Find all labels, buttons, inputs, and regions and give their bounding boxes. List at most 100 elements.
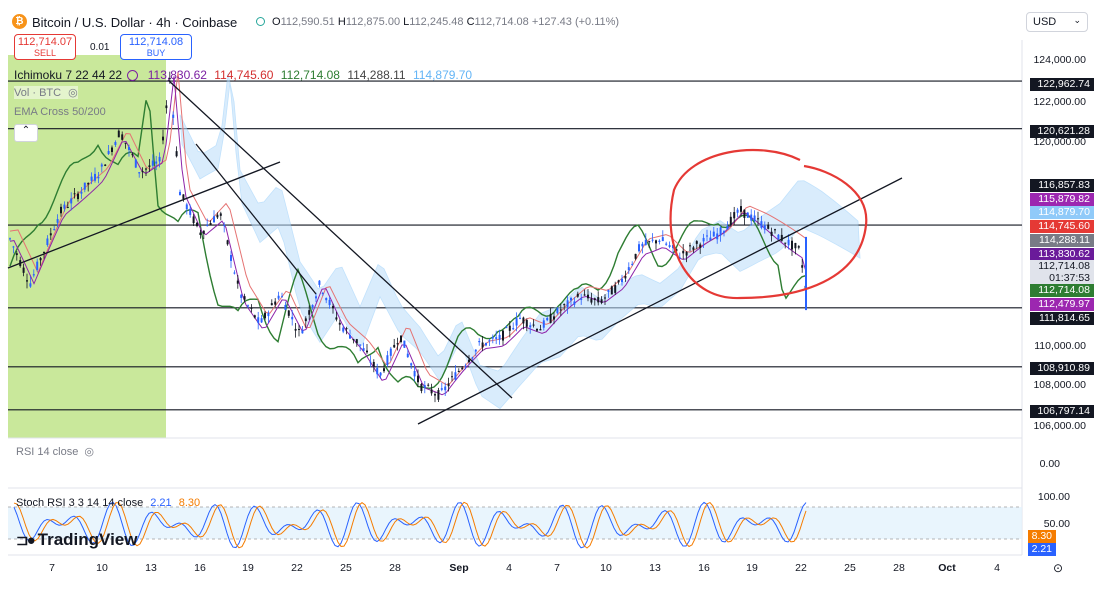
- candle-body: [427, 384, 430, 386]
- candle-body: [607, 289, 610, 292]
- time-axis-tick: 28: [389, 562, 401, 574]
- candle-body: [539, 329, 542, 331]
- candle-body: [362, 348, 365, 351]
- candle-body: [277, 295, 280, 299]
- candle-body: [767, 224, 770, 229]
- candle-body: [791, 240, 793, 250]
- candle-body: [576, 293, 579, 297]
- price-label-box: 112,479.97: [1030, 298, 1094, 311]
- candle-body: [270, 303, 273, 306]
- volume-legend[interactable]: Vol · BTC ◎: [14, 86, 78, 99]
- candle-body: [359, 344, 362, 346]
- candle-body: [155, 161, 158, 164]
- candle-body: [114, 141, 117, 145]
- candle-body: [87, 182, 90, 185]
- candle-body: [740, 206, 742, 212]
- candle-body: [529, 325, 532, 328]
- candle-body: [451, 376, 453, 378]
- candle-body: [430, 389, 433, 394]
- candle-body: [117, 130, 120, 138]
- candle-body: [508, 325, 511, 331]
- candle-body: [634, 253, 637, 259]
- candle-body: [464, 365, 467, 367]
- candle-body: [777, 234, 780, 240]
- ema-cross-legend[interactable]: EMA Cross 50/200: [14, 106, 106, 118]
- collapse-legend-button[interactable]: ⌃: [14, 124, 38, 142]
- candle-body: [780, 234, 783, 241]
- symbol-title[interactable]: Bitcoin / U.S. Dollar · 4h · Coinbase: [32, 15, 238, 30]
- candle-body: [559, 309, 562, 311]
- candle-body: [199, 232, 202, 235]
- candle-body: [746, 212, 749, 218]
- price-axis-tick: 120,000.00: [1033, 136, 1086, 148]
- candle-body: [743, 209, 746, 218]
- candle-body: [478, 341, 481, 343]
- candle-body: [403, 340, 406, 348]
- rsi-legend[interactable]: RSI 14 close ◎: [16, 446, 94, 458]
- candle-body: [760, 221, 763, 228]
- candle-body: [172, 114, 175, 118]
- buy-button[interactable]: 112,714.08 BUY: [120, 34, 192, 60]
- currency-select[interactable]: USD ⌄: [1026, 12, 1088, 32]
- candle-body: [158, 156, 161, 162]
- stoch-rsi-legend[interactable]: Stoch RSI 3 3 14 14 close 2.21 8.30: [16, 497, 201, 509]
- candle-body: [573, 301, 576, 305]
- candle-body: [406, 353, 409, 358]
- candle-body: [247, 305, 249, 307]
- candle-body: [29, 283, 32, 287]
- candle-body: [621, 278, 623, 283]
- time-axis-tick: 25: [844, 562, 856, 574]
- candle-body: [376, 367, 379, 375]
- candle-body: [423, 385, 426, 388]
- price-label-box: 115,879.82: [1030, 193, 1094, 206]
- eye-hidden-icon[interactable]: ◎: [84, 446, 94, 458]
- candle-body: [570, 297, 572, 301]
- eye-hidden-icon[interactable]: ◎: [68, 87, 78, 99]
- time-axis-tick: Sep: [449, 562, 469, 574]
- candle-body: [151, 160, 154, 166]
- candle-body: [287, 310, 290, 316]
- time-axis-tick: 4: [506, 562, 512, 574]
- candle-body: [583, 294, 586, 296]
- candle-body: [515, 318, 518, 326]
- candle-body: [223, 225, 226, 227]
- sell-button[interactable]: 112,714.07 SELL: [14, 34, 76, 60]
- time-axis-tick: 22: [795, 562, 807, 574]
- candle-body: [597, 297, 600, 303]
- time-axis-tick: 28: [893, 562, 905, 574]
- trendline: [7, 161, 281, 269]
- candle-body: [311, 305, 314, 308]
- candle-body: [213, 216, 215, 223]
- ichimoku-legend[interactable]: Ichimoku 7 22 44 22 113,830.62 114,745.6…: [14, 68, 473, 82]
- price-label-box: 112,714.08: [1030, 260, 1094, 273]
- candle-body: [141, 171, 144, 173]
- candle-body: [617, 280, 620, 283]
- candle-body: [661, 237, 664, 242]
- chevron-down-icon: ⌄: [1073, 15, 1081, 25]
- candle-body: [383, 368, 385, 372]
- stoch-d-line: [13, 501, 807, 549]
- candle-body: [593, 298, 596, 301]
- time-axis-tick: Oct: [938, 562, 956, 574]
- settings-icon[interactable]: [127, 70, 139, 81]
- candle-body: [56, 219, 59, 223]
- candle-body: [332, 306, 334, 309]
- candle-body: [447, 383, 450, 387]
- candle-body: [549, 313, 552, 323]
- candle-body: [219, 213, 222, 216]
- candle-body: [9, 238, 11, 240]
- candle-body: [797, 246, 800, 248]
- time-axis-tick: 4: [994, 562, 1000, 574]
- candle-body: [709, 237, 712, 241]
- time-axis-settings-icon[interactable]: ⊙: [1053, 561, 1064, 575]
- candle-body: [26, 280, 28, 282]
- candle-body: [185, 204, 188, 210]
- candle-body: [46, 238, 49, 246]
- rsi-value: 0.00: [1039, 458, 1060, 470]
- price-axis-tick: 106,000.00: [1033, 420, 1086, 432]
- candle-body: [80, 191, 83, 194]
- candle-body: [226, 240, 229, 245]
- candle-body: [563, 304, 566, 306]
- candle-body: [624, 276, 627, 279]
